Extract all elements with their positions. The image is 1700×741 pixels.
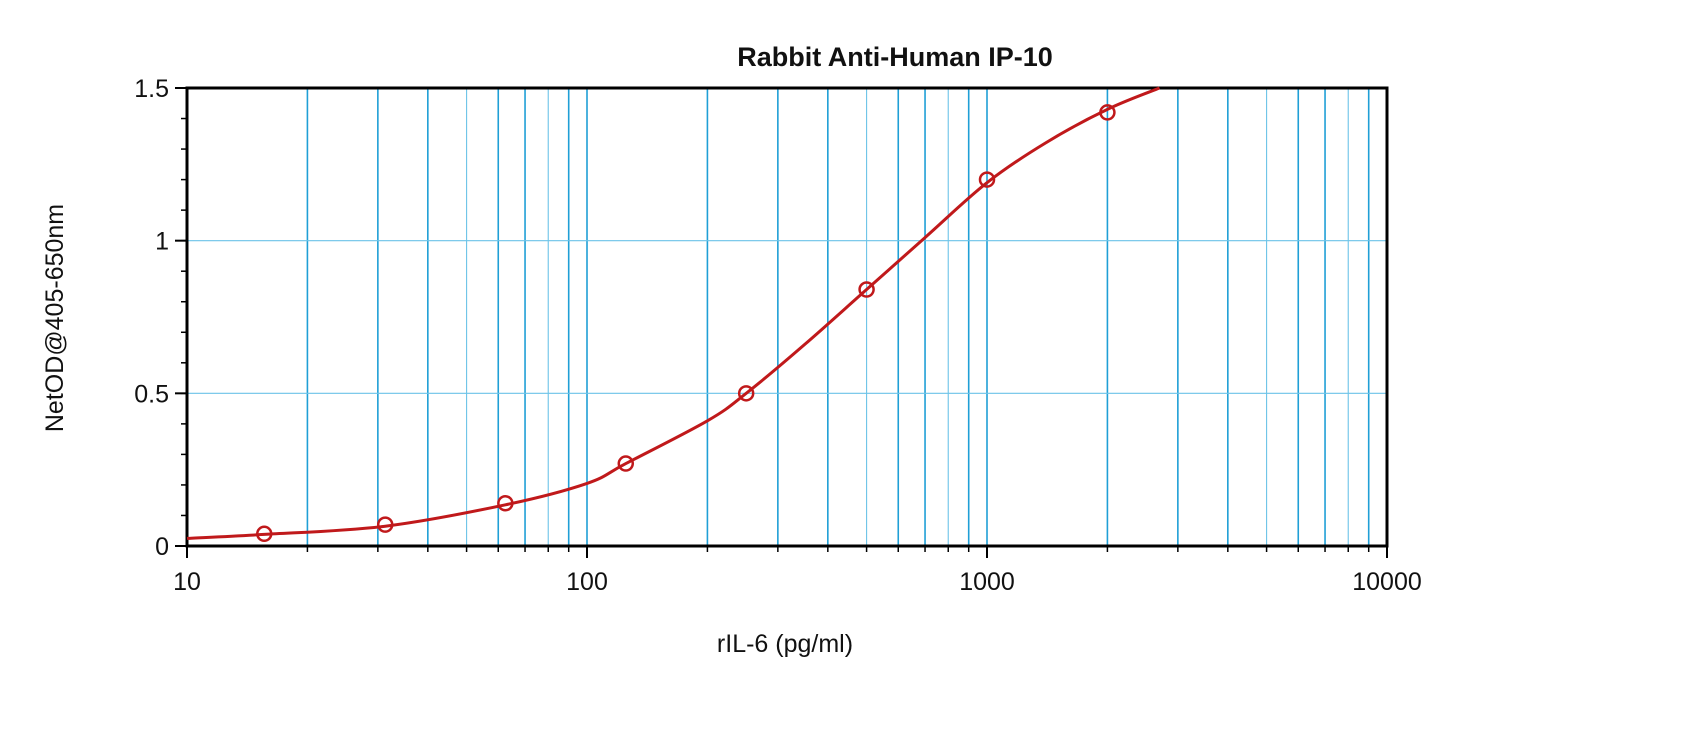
y-tick-label: 1.5: [134, 75, 169, 103]
grid-lines: [187, 88, 1387, 546]
data-points: [255, 104, 1116, 543]
x-axis-label: rIL-6 (pg/ml): [717, 630, 853, 658]
data-point: [497, 495, 514, 512]
chart-title: Rabbit Anti-Human IP-10: [737, 42, 1053, 72]
data-point: [1099, 104, 1116, 121]
data-point: [978, 171, 996, 188]
data-point: [858, 281, 875, 298]
fit-curve: [186, 86, 1161, 540]
x-tick-label: 1000: [959, 568, 1015, 596]
y-tick-label: 0: [155, 533, 169, 561]
axis-ticks: [175, 87, 1388, 558]
data-point: [376, 516, 394, 533]
x-tick-label: 10000: [1352, 568, 1422, 596]
data-point: [617, 455, 635, 472]
y-axis-label: NetOD@405-650nm: [41, 204, 69, 432]
data-point: [255, 525, 273, 543]
x-tick-label: 10: [173, 568, 201, 596]
x-tick-label: 100: [566, 568, 608, 596]
x-tick-labels: 10 100 1000 10000: [173, 568, 1422, 596]
data-point: [737, 385, 755, 402]
y-tick-label: 0.5: [134, 380, 169, 408]
y-tick-labels: 0 0.5 1 1.5: [134, 75, 169, 561]
y-tick-label: 1: [155, 228, 169, 256]
plot-area-frame: [185, 86, 1389, 548]
